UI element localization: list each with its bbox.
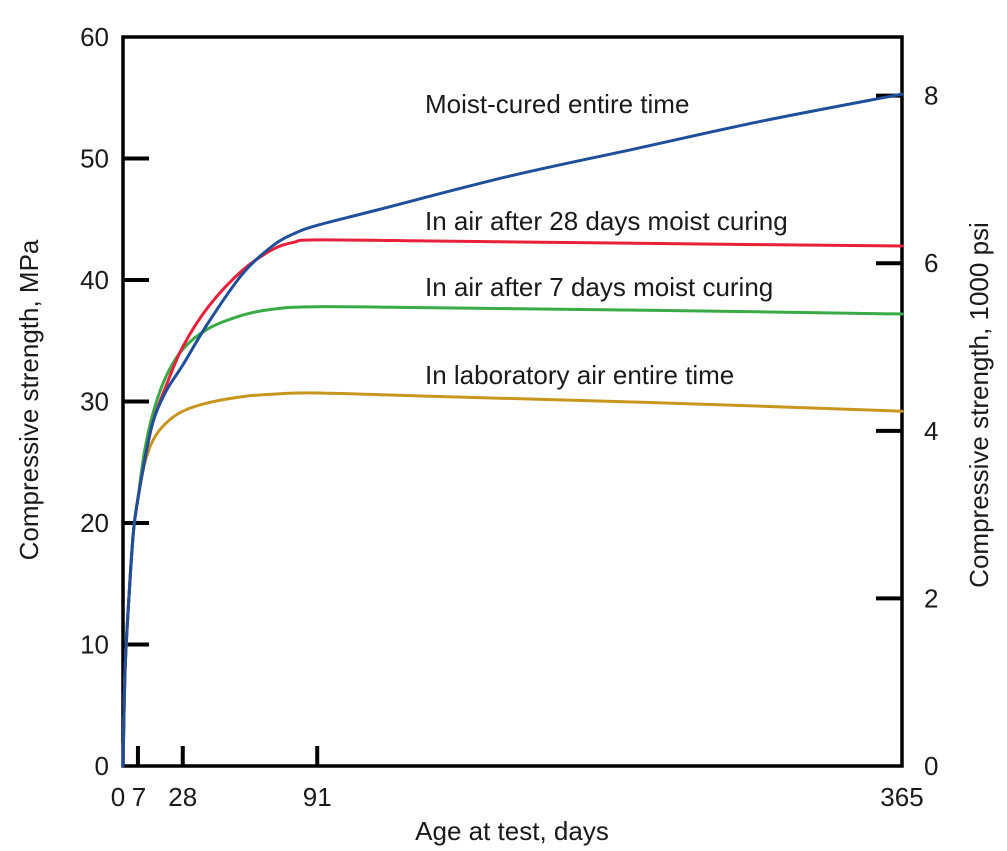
series-label-laboratory-air: In laboratory air entire time xyxy=(425,360,734,390)
y-axis-title-left: Compressive strength, MPa xyxy=(14,239,44,560)
y2-tick-label: 4 xyxy=(924,416,938,446)
x-axis-title: Age at test, days xyxy=(415,816,609,846)
y2-tick-label: 8 xyxy=(924,81,938,111)
y2-tick-label: 2 xyxy=(924,583,938,613)
y-tick-label: 50 xyxy=(80,144,109,174)
series-label-moist-cured: Moist-cured entire time xyxy=(425,89,689,119)
x-tick-label: 28 xyxy=(168,782,197,812)
x-tick-label: 0 xyxy=(111,782,125,812)
plot-frame xyxy=(121,35,904,768)
y-tick-label: 20 xyxy=(80,508,109,538)
series-line-laboratory-air xyxy=(121,391,904,768)
series-label-air-after-28-days: In air after 28 days moist curing xyxy=(425,206,788,236)
x-tick-label: 7 xyxy=(132,782,146,812)
y-tick-label: 40 xyxy=(80,265,109,295)
series-line-moist-cured xyxy=(121,92,904,768)
x-tick-label: 91 xyxy=(303,782,332,812)
x-tick-label: 365 xyxy=(880,782,923,812)
y-tick-label: 60 xyxy=(80,22,109,52)
series-label-air-after-7-days: In air after 7 days moist curing xyxy=(425,272,773,302)
y-tick-label: 10 xyxy=(80,630,109,660)
y-tick-label: 0 xyxy=(95,751,109,781)
y-tick-label: 30 xyxy=(80,387,109,417)
y2-tick-label: 6 xyxy=(924,248,938,278)
y-axis-title-right: Compressive strength, 1000 psi xyxy=(964,222,994,588)
y2-tick-label: 0 xyxy=(924,751,938,781)
series-line-air-after-28-days xyxy=(121,238,904,768)
